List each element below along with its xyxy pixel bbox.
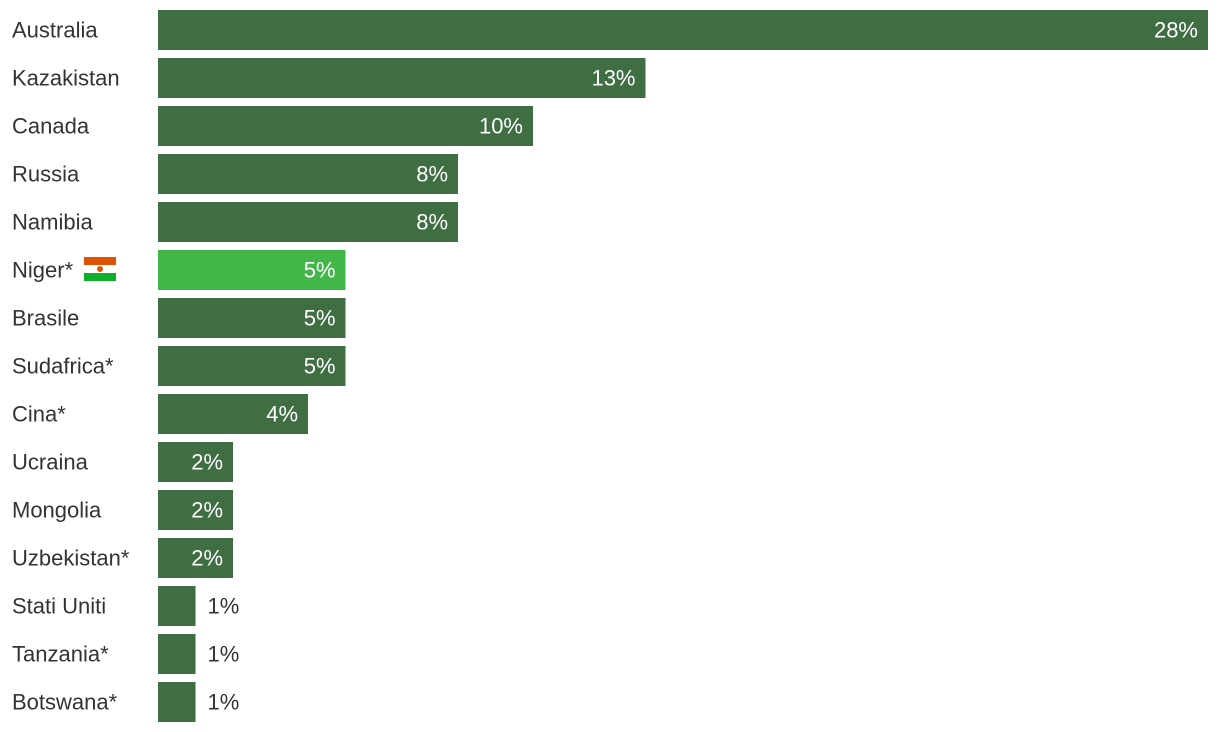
- value-label: 28%: [1154, 18, 1198, 43]
- bar-row-sudafrica: Sudafrica* 5%: [12, 346, 346, 386]
- bar-row-niger: Niger* 5%: [12, 250, 346, 290]
- bar-row-australia: Australia 28%: [12, 10, 1208, 50]
- value-label: 1%: [208, 594, 240, 619]
- bar-row-canada: Canada 10%: [12, 106, 533, 146]
- bar-row-stati-uniti: Stati Uniti 1%: [12, 586, 239, 626]
- bar: [158, 538, 233, 578]
- value-label: 4%: [266, 402, 298, 427]
- category-label: Niger*: [12, 258, 74, 283]
- category-label: Uzbekistan*: [12, 546, 130, 571]
- bar-row-uzbekistan: Uzbekistan* 2%: [12, 538, 233, 578]
- value-label: 2%: [191, 546, 223, 571]
- bar: [158, 202, 458, 242]
- bar: [158, 10, 1208, 50]
- bar-row-namibia: Namibia 8%: [12, 202, 458, 242]
- bar: [158, 394, 308, 434]
- bar: [158, 490, 233, 530]
- value-label: 8%: [416, 162, 448, 187]
- category-label: Tanzania*: [12, 642, 109, 667]
- value-label: 2%: [191, 498, 223, 523]
- value-label: 1%: [208, 690, 240, 715]
- value-label: 5%: [304, 354, 336, 379]
- value-label: 5%: [304, 258, 336, 283]
- category-label: Brasile: [12, 306, 79, 331]
- category-label: Stati Uniti: [12, 594, 106, 619]
- category-label: Canada: [12, 114, 90, 139]
- value-label: 8%: [416, 210, 448, 235]
- bar: [158, 346, 346, 386]
- category-label: Namibia: [12, 210, 93, 235]
- bar: [158, 106, 533, 146]
- category-label: Russia: [12, 162, 80, 187]
- value-label: 1%: [208, 642, 240, 667]
- category-label: Cina*: [12, 402, 66, 427]
- value-label: 5%: [304, 306, 336, 331]
- bar-row-ucraina: Ucraina 2%: [12, 442, 233, 482]
- category-label: Ucraina: [12, 450, 89, 475]
- bar: [158, 154, 458, 194]
- bar-row-brasile: Brasile 5%: [12, 298, 346, 338]
- category-label: Sudafrica*: [12, 354, 114, 379]
- bar-row-tanzania: Tanzania* 1%: [12, 634, 239, 674]
- bar-row-mongolia: Mongolia 2%: [12, 490, 233, 530]
- bar: [158, 586, 196, 626]
- bar: [158, 442, 233, 482]
- bar: [158, 58, 646, 98]
- bar-row-kazakistan: Kazakistan 13%: [12, 58, 646, 98]
- bar-row-cina: Cina* 4%: [12, 394, 308, 434]
- value-label: 2%: [191, 450, 223, 475]
- bar: [158, 250, 346, 290]
- niger-flag-icon: [84, 257, 116, 281]
- value-label: 10%: [479, 114, 523, 139]
- bar-row-russia: Russia 8%: [12, 154, 458, 194]
- bar: [158, 634, 196, 674]
- bar: [158, 682, 196, 722]
- value-label: 13%: [591, 66, 635, 91]
- category-label: Australia: [12, 18, 98, 43]
- bar: [158, 298, 346, 338]
- category-label: Mongolia: [12, 498, 102, 523]
- category-label: Kazakistan: [12, 66, 120, 91]
- bar-row-botswana: Botswana* 1%: [12, 682, 239, 722]
- category-label: Botswana*: [12, 690, 118, 715]
